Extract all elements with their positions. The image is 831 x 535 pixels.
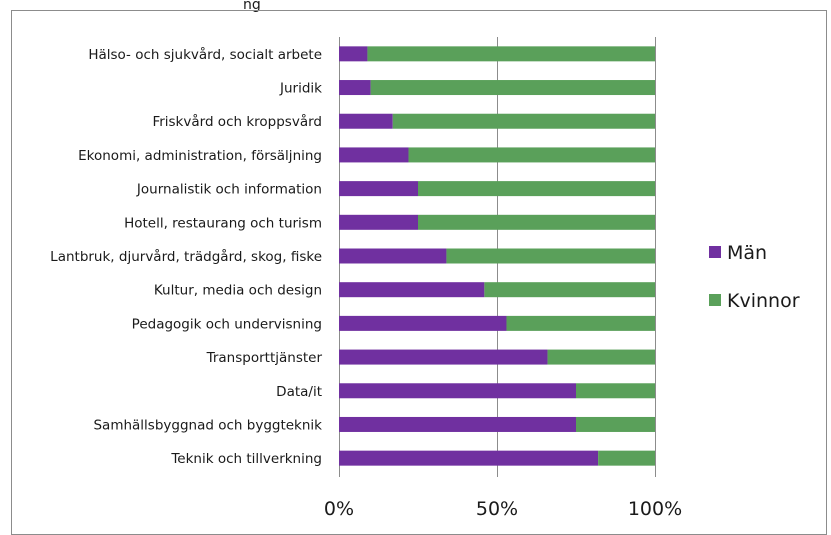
x-tick-label: 100%: [628, 498, 682, 520]
category-label: Hotell, restaurang och turism: [124, 215, 322, 231]
bar-man: [339, 450, 599, 466]
category-label: Teknik och tillverkning: [170, 451, 322, 467]
bar-kvinnor: [576, 416, 655, 432]
bar-kvinnor: [446, 248, 655, 264]
bar-kvinnor: [576, 383, 655, 399]
bar-man: [339, 383, 576, 399]
bar-kvinnor: [598, 450, 655, 466]
bar-kvinnor: [418, 214, 655, 230]
category-label: Transporttjänster: [206, 350, 323, 366]
bar-man: [339, 147, 409, 163]
legend-label: Män: [727, 242, 767, 264]
bar-kvinnor: [408, 147, 655, 163]
legend-swatch: [709, 294, 721, 306]
category-labels: Hälso- och sjukvård, socialt arbete Jurid…: [50, 46, 322, 467]
bar-kvinnor: [392, 113, 655, 129]
category-label: Lantbruk, djurvård, trädgård, skog, fisk…: [50, 248, 322, 265]
legend: Män Kvinnor: [709, 242, 800, 312]
bar-kvinnor: [418, 181, 655, 197]
category-label: Ekonomi, administration, försäljning: [78, 148, 322, 164]
bar-man: [339, 315, 507, 331]
bar-man: [339, 214, 418, 230]
bar-man: [339, 46, 368, 62]
x-axis-tick-labels: 0% 50% 100%: [324, 498, 682, 520]
legend-swatch: [709, 246, 721, 258]
bar-kvinnor: [547, 349, 655, 365]
legend-label: Kvinnor: [727, 290, 800, 312]
category-label: Journalistik och information: [136, 182, 322, 198]
category-label: Friskvård och kroppsvård: [152, 113, 322, 130]
bar-man: [339, 349, 548, 365]
bar-kvinnor: [506, 315, 655, 331]
category-label: Samhällsbyggnad och byggteknik: [93, 417, 322, 433]
top-cut-text: ng: [243, 0, 261, 13]
x-tick-label: 50%: [476, 498, 518, 520]
bar-man: [339, 282, 485, 298]
bar-man: [339, 113, 393, 129]
category-label: Data/it: [276, 384, 322, 400]
bar-man: [339, 416, 576, 432]
bar-man: [339, 80, 371, 96]
category-label: Pedagogik och undervisning: [132, 316, 322, 332]
category-label: Hälso- och sjukvård, socialt arbete: [88, 46, 322, 63]
bar-man: [339, 248, 447, 264]
bar-kvinnor: [370, 80, 655, 96]
category-label: Kultur, media och design: [154, 283, 322, 299]
bar-kvinnor: [484, 282, 655, 298]
bars: [339, 46, 655, 466]
bar-kvinnor: [367, 46, 655, 62]
bar-man: [339, 181, 418, 197]
category-label: Juridik: [279, 81, 322, 97]
x-tick-label: 0%: [324, 498, 354, 520]
